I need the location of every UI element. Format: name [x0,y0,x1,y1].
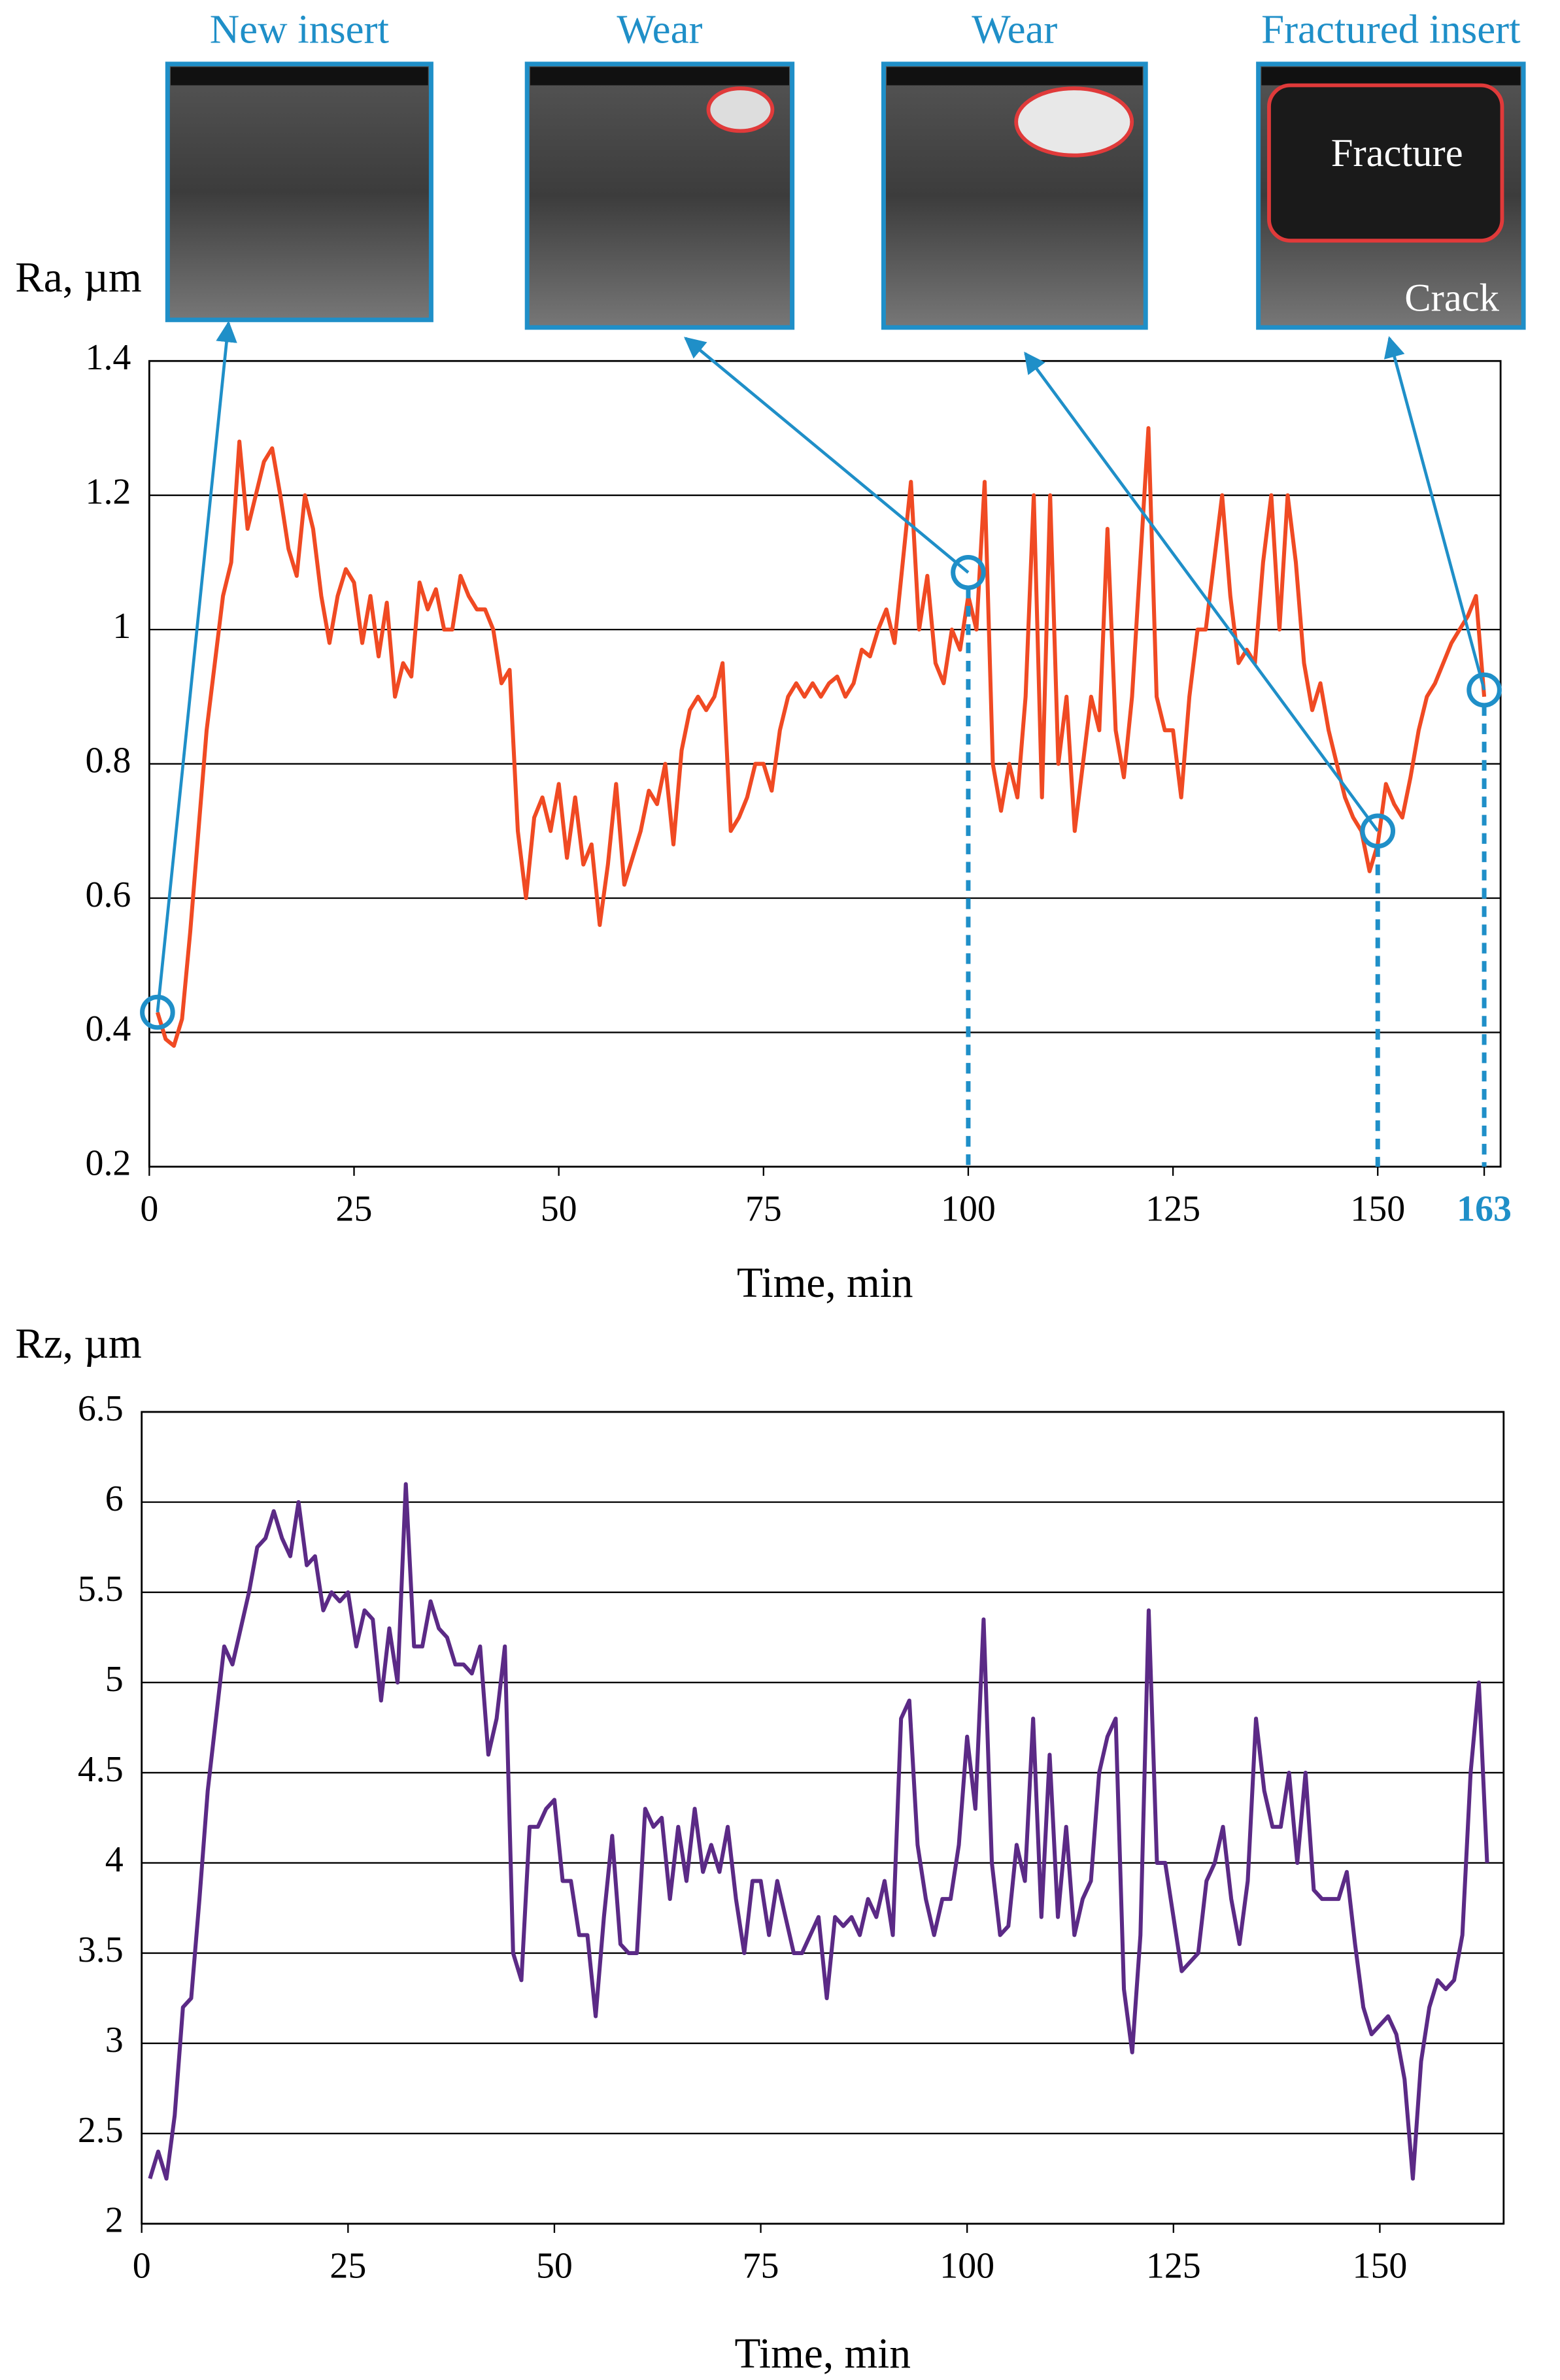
callout-arrow [1024,351,1380,832]
callout-arrow [684,337,970,574]
callout-arrow [1383,336,1486,691]
y-tick-label: 6.5 [78,1388,124,1429]
x-tick-label: 125 [1146,2246,1201,2287]
callout-circle [140,994,175,1030]
y-tick-label: 5.5 [78,1569,124,1609]
x-tick-label: 75 [743,2246,779,2287]
data-line [148,1482,1489,2181]
wear-mark [706,86,775,133]
photo-note: Crack [1404,276,1499,320]
x-tick-label: 150 [1350,1189,1405,1230]
y-tick-label: 1.2 [85,472,131,512]
y-tick-label: 4.5 [78,1749,124,1790]
x-tick-label: 25 [330,2246,366,2287]
plot-frame [141,1411,1505,2225]
x-tick-label: 125 [1145,1189,1200,1230]
y-tick-label: 2.5 [78,2110,124,2151]
x-tick-label: 75 [745,1189,782,1230]
callout-circle [1467,672,1502,708]
photo-edge [1261,67,1521,86]
plot-frame [148,360,1502,1168]
y-tick-label: 0.8 [85,740,131,780]
photo-title: New insert [210,7,390,52]
x-tick-label: 100 [940,2246,994,2287]
callout-circle [1360,813,1396,849]
insert-photo [165,61,433,322]
wear-mark [1014,86,1134,158]
y-tick-label: 2 [105,2200,124,2241]
y-tick-label: 0.4 [85,1009,131,1049]
x-tick-label: 0 [140,1189,158,1230]
y-axis-label: Rz, µm [15,1320,141,1367]
y-tick-label: 5 [105,1659,124,1700]
x-tick-label: 150 [1352,2246,1407,2287]
photo-edge [887,67,1143,86]
y-axis-label: Ra, µm [15,254,141,301]
x-tick-label: 50 [541,1189,577,1230]
photo-edge [530,67,789,86]
x-tick-label: 100 [941,1189,996,1230]
y-tick-label: 1.4 [85,337,131,378]
photo-title: Wear [617,7,702,52]
x-tick-label: 0 [133,2246,151,2287]
callout-circle [951,555,986,590]
y-tick-label: 0.2 [85,1143,131,1184]
photo-title: Wear [972,7,1057,52]
y-tick-label: 0.6 [85,875,131,915]
x-tick-label: 25 [336,1189,373,1230]
y-tick-label: 4 [105,1839,124,1880]
photo-note: Fracture [1331,131,1463,175]
photo-title: Fractured insert [1261,7,1521,52]
y-tick-label: 3 [105,2020,124,2060]
x-axis-label: Time, min [735,2330,911,2377]
x-tick-label: 50 [536,2246,573,2287]
data-line [155,426,1487,1048]
y-tick-label: 3.5 [78,1930,124,1970]
callout-arrow [156,320,237,1013]
x-axis-label: Time, min [737,1260,913,1307]
y-tick-label: 6 [105,1479,124,1519]
y-tick-label: 1 [112,606,131,646]
photo-edge [170,67,428,86]
fracture-mark [1267,83,1504,243]
x-tick-label: 163 [1457,1189,1512,1230]
